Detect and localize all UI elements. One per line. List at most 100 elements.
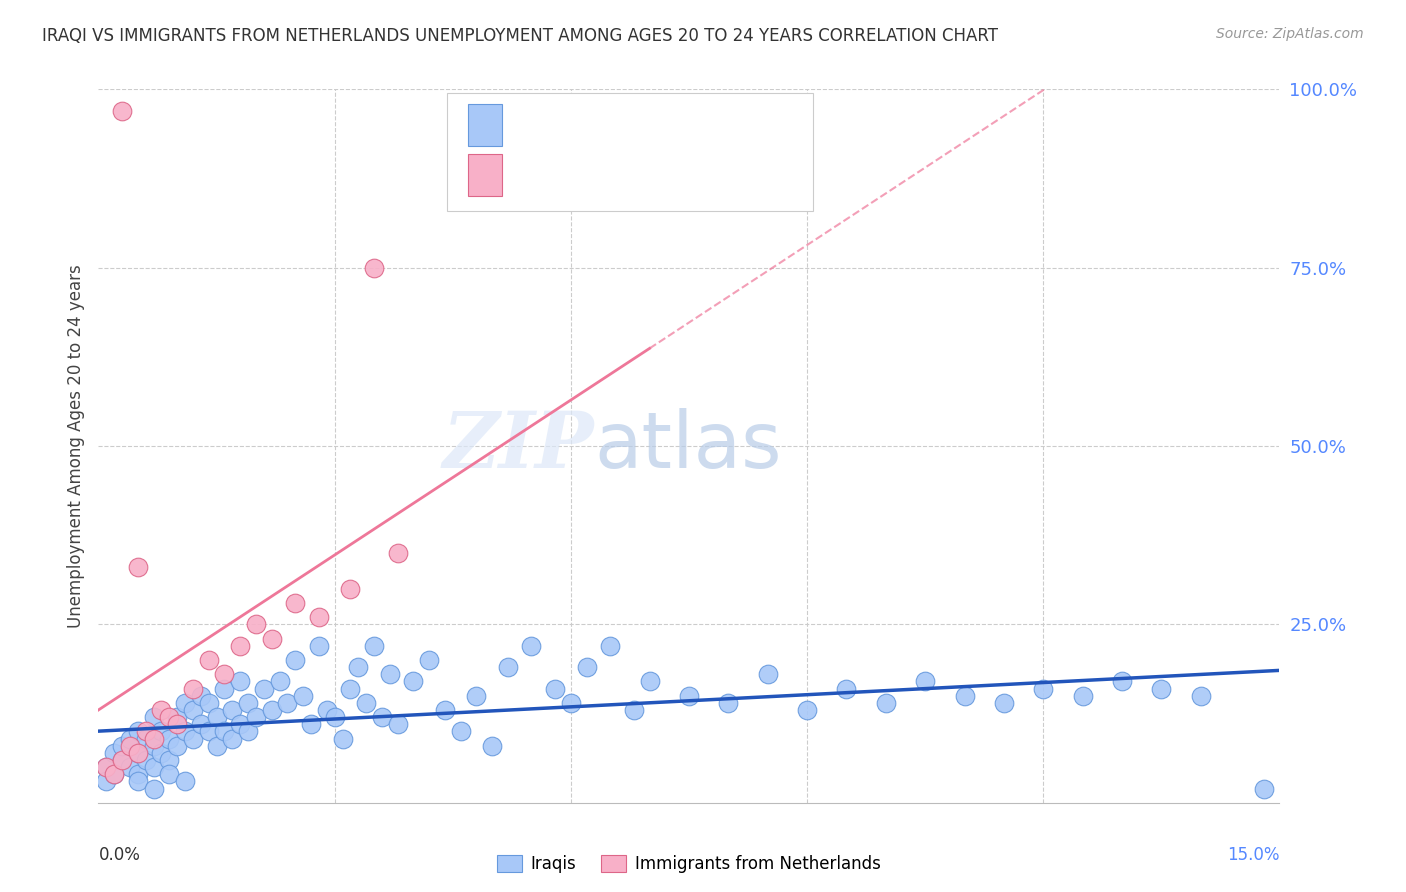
Text: Source: ZipAtlas.com: Source: ZipAtlas.com: [1216, 27, 1364, 41]
Point: [157, 731, 180, 746]
Point: [433, 703, 456, 717]
Legend: Iraqis, Immigrants from Netherlands: Iraqis, Immigrants from Netherlands: [491, 848, 887, 880]
Point: [118, 739, 141, 753]
Point: [229, 717, 252, 731]
Point: [181, 681, 204, 696]
Point: [157, 710, 180, 724]
Point: [575, 660, 598, 674]
Point: [363, 639, 385, 653]
Point: [166, 739, 188, 753]
Point: [496, 660, 519, 674]
Text: R =  0.111   N = 92: R = 0.111 N = 92: [515, 116, 704, 134]
Point: [197, 653, 219, 667]
Point: [174, 774, 197, 789]
Point: [1150, 681, 1173, 696]
Point: [142, 781, 165, 796]
Point: [174, 696, 197, 710]
Point: [229, 639, 252, 653]
Point: [150, 703, 173, 717]
Point: [560, 696, 582, 710]
Point: [205, 739, 228, 753]
Point: [245, 617, 267, 632]
Point: [111, 739, 134, 753]
Text: atlas: atlas: [595, 408, 782, 484]
Point: [339, 681, 361, 696]
Point: [260, 703, 283, 717]
Point: [292, 689, 315, 703]
Point: [363, 260, 385, 275]
Point: [253, 681, 276, 696]
Point: [135, 724, 157, 739]
Point: [796, 703, 818, 717]
Point: [142, 710, 165, 724]
Point: [190, 717, 212, 731]
Point: [993, 696, 1015, 710]
Point: [174, 724, 197, 739]
Point: [245, 710, 267, 724]
Point: [142, 760, 165, 774]
Point: [135, 753, 157, 767]
Point: [111, 753, 134, 767]
Point: [181, 731, 204, 746]
Point: [205, 710, 228, 724]
Point: [354, 696, 377, 710]
Point: [347, 660, 370, 674]
Point: [1032, 681, 1054, 696]
Point: [142, 739, 165, 753]
Text: 0.0%: 0.0%: [98, 846, 141, 863]
Point: [103, 767, 125, 781]
Point: [166, 710, 188, 724]
Point: [111, 103, 134, 118]
Point: [142, 731, 165, 746]
Point: [127, 724, 149, 739]
Point: [402, 674, 425, 689]
FancyBboxPatch shape: [468, 103, 502, 146]
Point: [638, 674, 661, 689]
Point: [1111, 674, 1133, 689]
Point: [150, 724, 173, 739]
Point: [221, 731, 243, 746]
Point: [315, 703, 337, 717]
Text: R = 0.248   N = 23: R = 0.248 N = 23: [515, 166, 695, 184]
Text: 15.0%: 15.0%: [1227, 846, 1279, 863]
Point: [96, 760, 118, 774]
Point: [308, 610, 330, 624]
Point: [236, 696, 259, 710]
Point: [96, 760, 118, 774]
Point: [450, 724, 472, 739]
Point: [418, 653, 440, 667]
Point: [197, 696, 219, 710]
Point: [276, 696, 298, 710]
Point: [323, 710, 346, 724]
Point: [284, 653, 307, 667]
Point: [103, 767, 125, 781]
Point: [835, 681, 858, 696]
Point: [214, 681, 236, 696]
Point: [221, 703, 243, 717]
Point: [103, 746, 125, 760]
Point: [1253, 781, 1275, 796]
Point: [236, 724, 259, 739]
Point: [520, 639, 543, 653]
Point: [157, 753, 180, 767]
Point: [118, 760, 141, 774]
Point: [214, 724, 236, 739]
Point: [371, 710, 394, 724]
Point: [197, 724, 219, 739]
Point: [127, 746, 149, 760]
Point: [544, 681, 567, 696]
Point: [332, 731, 354, 746]
Point: [1189, 689, 1212, 703]
Point: [135, 731, 157, 746]
Point: [339, 582, 361, 596]
Point: [308, 639, 330, 653]
Point: [756, 667, 779, 681]
Point: [118, 731, 141, 746]
Point: [111, 753, 134, 767]
Point: [1071, 689, 1094, 703]
Point: [623, 703, 645, 717]
Point: [166, 717, 188, 731]
Point: [127, 746, 149, 760]
Point: [127, 774, 149, 789]
Point: [465, 689, 488, 703]
